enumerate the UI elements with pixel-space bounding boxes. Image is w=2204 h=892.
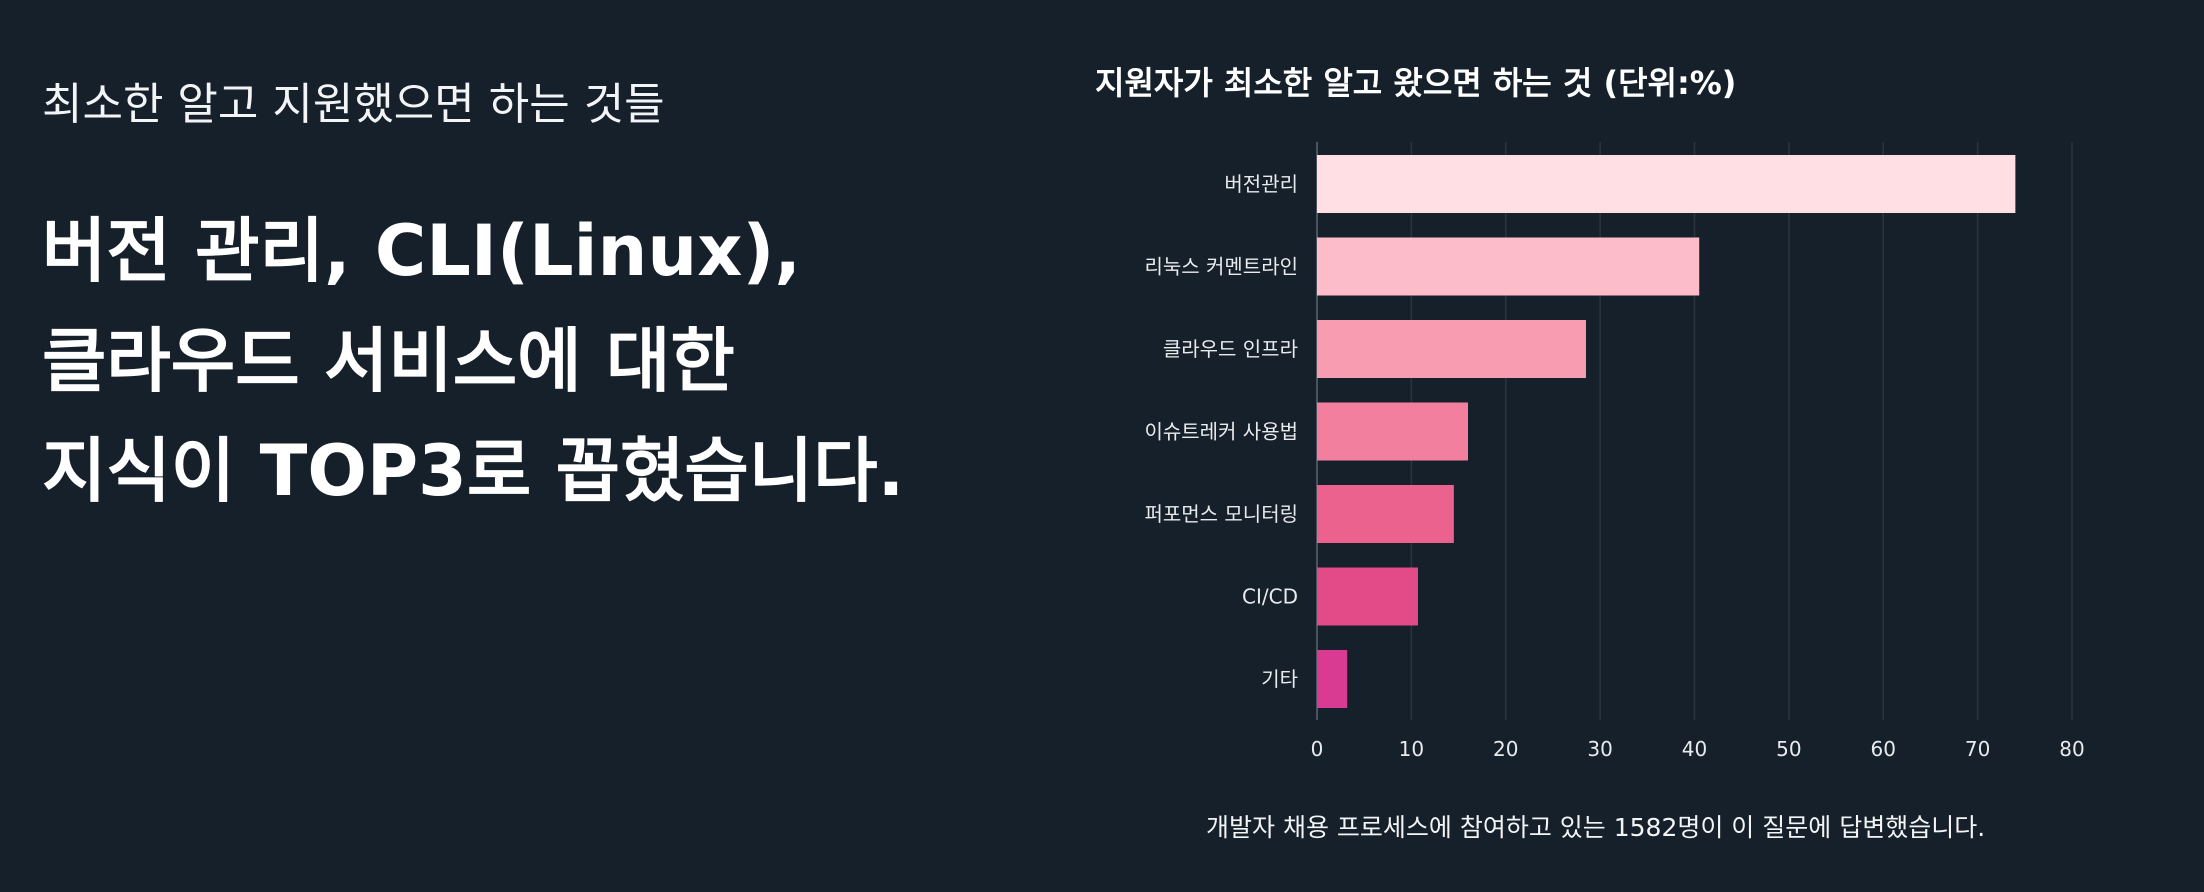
x-tick-label: 40 [1682, 737, 1707, 761]
bar[interactable] [1317, 403, 1468, 461]
bar[interactable] [1317, 238, 1699, 296]
x-tick-label: 10 [1399, 737, 1424, 761]
x-tick-label: 50 [1776, 737, 1801, 761]
x-tick-label: 20 [1493, 737, 1518, 761]
x-tick-label: 0 [1311, 737, 1324, 761]
category-label: 기타 [1261, 667, 1298, 691]
bar[interactable] [1317, 155, 2015, 213]
category-label: CI/CD [1242, 585, 1298, 609]
bar[interactable] [1317, 320, 1586, 378]
x-tick-label: 70 [1965, 737, 1990, 761]
bar[interactable] [1317, 485, 1454, 543]
category-label: 이슈트레커 사용법 [1144, 420, 1298, 444]
chart-footnote: 개발자 채용 프로세스에 참여하고 있는 1582명이 이 질문에 답변했습니다… [1206, 808, 1985, 844]
category-label: 리눅스 커멘트라인 [1144, 255, 1298, 279]
category-label: 퍼포먼스 모니터링 [1144, 502, 1298, 526]
x-tick-label: 80 [2059, 737, 2084, 761]
x-tick-label: 30 [1587, 737, 1612, 761]
bar[interactable] [1317, 650, 1347, 708]
bar[interactable] [1317, 568, 1418, 626]
x-tick-label: 60 [1871, 737, 1896, 761]
category-label: 클라우드 인프라 [1163, 337, 1298, 361]
category-label: 버전관리 [1224, 172, 1298, 196]
